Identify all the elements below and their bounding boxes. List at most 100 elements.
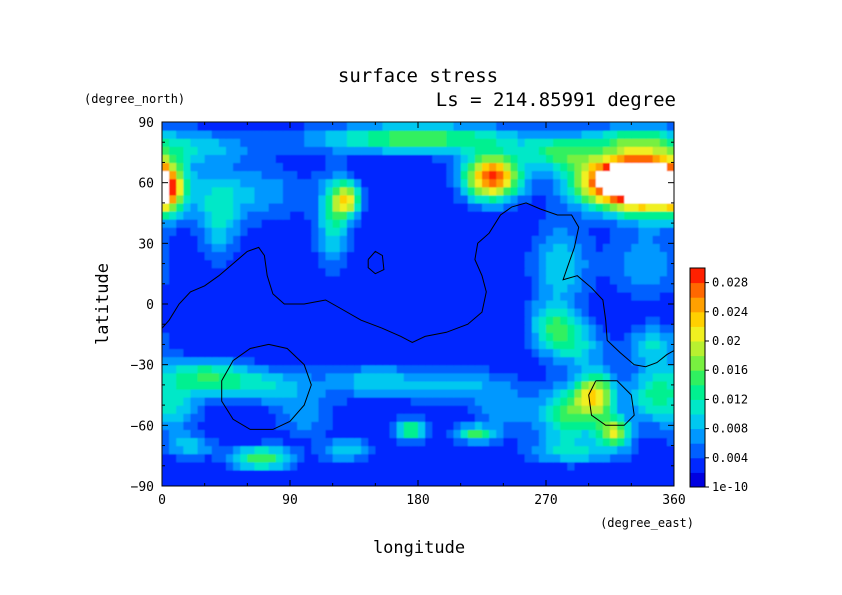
heatmap-cell <box>489 202 497 212</box>
heatmap-cell <box>339 316 348 325</box>
heatmap-cell <box>474 429 483 439</box>
heatmap-cell <box>546 324 554 333</box>
heatmap-cell <box>226 388 234 398</box>
heatmap-cell <box>311 348 320 358</box>
heatmap-cell <box>396 170 405 180</box>
heatmap-cell <box>254 210 263 220</box>
heatmap-cell <box>574 291 583 301</box>
heatmap-cell <box>254 445 263 455</box>
heatmap-cell <box>382 291 391 301</box>
contour-line <box>588 380 635 426</box>
heatmap-cell <box>602 299 611 309</box>
heatmap-cell <box>460 348 469 358</box>
heatmap-cell <box>304 122 312 131</box>
heatmap-cell <box>489 259 497 269</box>
heatmap-cell <box>218 138 227 147</box>
heatmap-cell <box>318 186 327 196</box>
heatmap-cell <box>311 356 320 366</box>
heatmap-cell <box>581 210 590 220</box>
heatmap-cell <box>553 178 561 188</box>
heatmap-cell <box>624 219 632 228</box>
heatmap-cell <box>396 421 405 430</box>
heatmap-cell <box>410 405 419 414</box>
heatmap-cell <box>240 405 248 414</box>
heatmap-cell <box>503 275 512 285</box>
heatmap-cell <box>546 437 554 447</box>
heatmap-cell <box>546 146 554 155</box>
heatmap-cell <box>290 243 298 253</box>
heatmap-cell <box>304 332 312 341</box>
heatmap-cell <box>396 388 405 398</box>
heatmap-cell <box>474 186 483 196</box>
heatmap-cell <box>602 453 611 463</box>
heatmap-cell <box>247 469 256 479</box>
heatmap-cell <box>595 219 604 228</box>
heatmap-cell <box>453 461 462 471</box>
heatmap-cell <box>354 283 362 293</box>
heatmap-cell <box>290 397 298 406</box>
heatmap-cell <box>169 405 177 414</box>
heatmap-cell <box>581 372 590 382</box>
heatmap-cell <box>368 275 376 285</box>
heatmap-cell <box>169 348 177 358</box>
heatmap-cell <box>247 445 256 455</box>
heatmap-cell <box>389 227 398 236</box>
heatmap-cell <box>389 170 398 180</box>
heatmap-cell <box>439 267 448 277</box>
heatmap-cell <box>218 397 227 406</box>
heatmap-cell <box>240 275 248 285</box>
heatmap-cell <box>610 372 618 382</box>
heatmap-cell <box>218 469 227 479</box>
heatmap-cell <box>311 243 320 253</box>
heatmap-cell <box>467 170 476 180</box>
heatmap-cell <box>218 437 227 447</box>
heatmap-cell <box>361 356 369 366</box>
heatmap-cell <box>524 291 533 301</box>
heatmap-cell <box>418 413 426 422</box>
heatmap-cell <box>396 397 405 406</box>
heatmap-cell <box>240 130 248 139</box>
heatmap-cell <box>382 283 391 293</box>
heatmap-cell <box>218 413 227 422</box>
heatmap-cell <box>581 429 590 439</box>
heatmap-cell <box>460 469 469 479</box>
heatmap-cell <box>482 259 490 269</box>
heatmap-cell <box>233 291 241 301</box>
heatmap-cell <box>439 461 448 471</box>
heatmap-cell <box>282 340 291 350</box>
heatmap-cell <box>339 178 348 188</box>
heatmap-cell <box>503 227 512 236</box>
heatmap-cell <box>396 291 405 301</box>
heatmap-cell <box>446 202 455 212</box>
heatmap-cell <box>482 162 490 172</box>
heatmap-cell <box>190 340 199 350</box>
heatmap-cell <box>318 202 327 212</box>
heatmap-cell <box>517 356 526 366</box>
heatmap-cell <box>560 299 568 309</box>
heatmap-cell <box>496 356 504 366</box>
heatmap-cell <box>346 453 355 463</box>
heatmap-cell <box>432 299 440 309</box>
heatmap-cell <box>453 477 462 486</box>
heatmap-cell <box>297 259 305 269</box>
heatmap-cell <box>624 388 632 398</box>
heatmap-cell <box>396 122 405 131</box>
heatmap-cell <box>524 243 533 253</box>
heatmap-cell <box>183 348 192 358</box>
heatmap-cell <box>588 154 597 164</box>
heatmap-cell <box>403 122 412 131</box>
heatmap-cell <box>240 332 248 341</box>
heatmap-cell <box>375 138 384 147</box>
heatmap-cell <box>617 437 625 447</box>
heatmap-cell <box>446 356 455 366</box>
heatmap-cell <box>418 178 426 188</box>
heatmap-cell <box>524 421 533 430</box>
heatmap-cell <box>524 316 533 325</box>
heatmap-cell <box>361 364 369 374</box>
heatmap-cell <box>574 178 583 188</box>
heatmap-cell <box>517 316 526 325</box>
heatmap-cell <box>588 170 597 180</box>
heatmap-cell <box>610 469 618 479</box>
heatmap-cell <box>282 477 291 486</box>
heatmap-cell <box>311 316 320 325</box>
